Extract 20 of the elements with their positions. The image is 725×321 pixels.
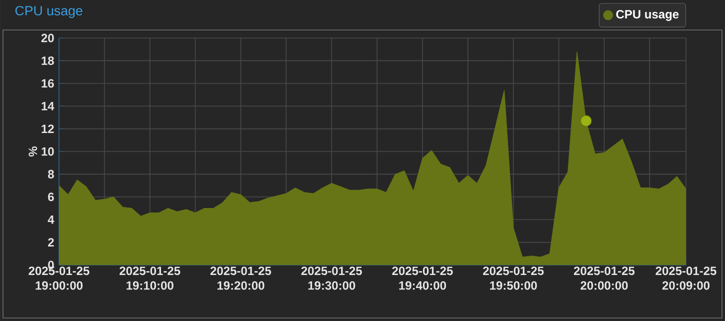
y-tick-label: 20: [41, 34, 54, 42]
chart-title: CPU usage: [15, 6, 82, 18]
x-tick-label: 2025-01-25 19:30:00: [301, 266, 362, 290]
y-axis-title: %: [28, 146, 38, 157]
y-tick-label: 10: [42, 147, 54, 156]
x-tick-label: 2025-01-25 19:10:00: [120, 266, 180, 290]
y-tick-label: 18: [42, 56, 54, 65]
y-tick-label: 6: [48, 192, 54, 202]
x-tick-label: 2025-01-25 20:00:00: [574, 266, 635, 290]
y-tick-label: 8: [48, 170, 54, 178]
x-tick-label: 2025-01-25 20:09:00: [656, 266, 716, 290]
legend-label: CPU usage: [616, 10, 679, 21]
y-tick-label: 4: [48, 215, 54, 224]
y-tick-label: 14: [42, 102, 54, 110]
y-tick-label: 12: [42, 124, 54, 133]
x-tick-label: 2025-01-25 19:20:00: [210, 266, 272, 290]
x-tick-label: 2025-01-25 19:50:00: [483, 266, 544, 290]
x-tick-label: 2025-01-25 19:40:00: [392, 266, 453, 290]
y-tick-label: 2: [48, 238, 54, 246]
y-tick-label: 16: [42, 79, 54, 88]
